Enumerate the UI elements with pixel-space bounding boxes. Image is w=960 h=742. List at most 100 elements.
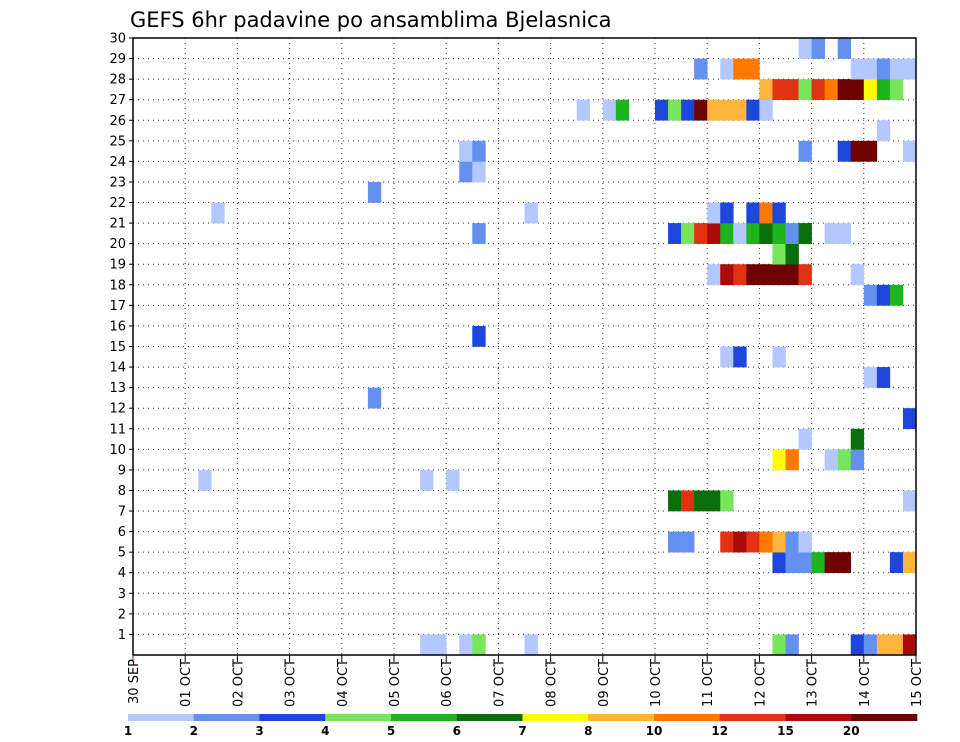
heatmap-cell [889,634,904,656]
heatmap-cell [889,284,904,306]
heatmap-cell [785,634,799,656]
heatmap-cell [785,223,799,244]
heatmap-cell [785,531,799,553]
heatmap-cell [811,38,825,59]
x-tick-label: 02 OCT [231,659,246,707]
colorbar-label: 15 [777,724,794,738]
heatmap-cell [772,634,786,656]
heatmap-cell [850,140,865,162]
y-tick-label: 27 [109,93,126,108]
colorbar-swatch [851,714,918,721]
heatmap-cell [902,634,917,656]
x-tick-label: 12 OCT [753,659,768,707]
heatmap-cell [876,58,891,80]
heatmap-cell [902,552,917,574]
heatmap-cell [772,79,786,100]
heatmap-cell [863,79,878,100]
heatmap-cell [472,325,486,347]
heatmap-cell [720,531,734,553]
heatmap-cell [459,161,473,183]
heatmap-cell [746,223,760,244]
y-tick-label: 13 [109,381,126,396]
colorbar-swatch [522,714,589,721]
colorbar-swatch [719,714,786,721]
heatmap-cell [367,181,382,203]
heatmap-cell [889,58,904,80]
x-tick-label: 01 OCT [179,659,194,707]
heatmap-cell [459,634,473,656]
x-tick-label: 13 OCT [806,659,821,707]
heatmap-cell [824,449,838,471]
heatmap-cell [668,531,682,553]
heatmap-cell [472,223,486,244]
heatmap-cell [472,161,486,183]
heatmap-cell [367,387,382,409]
x-tick-label: 06 OCT [440,659,455,707]
heatmap-cell [707,99,721,121]
heatmap-cell [837,38,852,59]
x-tick-label: 09 OCT [597,659,612,707]
heatmap-cell [837,140,852,162]
heatmap-cell [876,634,891,656]
heatmap-cell [850,449,865,471]
colorbar-label: 12 [711,724,728,738]
heatmap-cell [850,634,865,656]
heatmap-cell [798,140,812,162]
colorbar-label: 3 [255,724,263,738]
heatmap-cell [746,202,760,224]
heatmap-cell [876,367,891,388]
colorbar-label: 20 [843,724,860,738]
x-tick-label: 30 SEP [127,659,142,704]
grid [133,38,916,655]
heatmap-cell [602,99,617,121]
heatmap-cell [863,58,878,80]
colorbar-swatch [325,714,392,721]
heatmap-cell [668,99,682,121]
heatmap-cell [733,58,747,80]
heatmap-cell [850,58,865,80]
y-tick-label: 9 [118,463,126,478]
heatmap-cell [889,552,904,574]
y-tick-label: 29 [109,52,126,67]
heatmap-cell [759,531,773,553]
heatmap-cell [824,552,838,574]
heatmap-cell [733,99,747,121]
heatmap-cell [576,99,591,121]
heatmap-cell [733,223,747,244]
y-tick-label: 10 [109,443,126,458]
heatmap-cell [785,264,799,286]
colorbar-swatch [785,714,852,721]
heatmap-cell [746,264,760,286]
heatmap-cell [824,79,838,100]
y-tick-label: 1 [118,628,126,643]
heatmap-cell [472,140,486,162]
heatmap-cell [863,634,878,656]
heatmap-cell [681,490,695,512]
y-tick-label: 6 [118,525,126,540]
y-tick-label: 30 [109,32,126,47]
heatmap-cell [759,223,773,244]
heatmap-cell [837,552,852,574]
colorbar: 1 2 3 4 5 6 7 8 10 12 15 20 [124,714,918,738]
heatmap-cell [811,79,825,100]
x-tick-label: 03 OCT [284,659,299,707]
heatmap-cell [759,99,773,121]
y-tick-label: 22 [109,196,126,211]
heatmap-cell [902,490,917,512]
y-tick-label: 20 [109,237,126,252]
heatmap-cell [681,99,695,121]
y-tick-label: 14 [109,361,126,376]
y-tick-label: 17 [109,299,126,314]
heatmap-cell [472,634,486,656]
heatmap-cell [798,79,812,100]
heatmap-cell [733,346,747,368]
colorbar-label: 10 [646,724,663,738]
heatmap-cell [707,264,721,286]
x-tick-label: 07 OCT [492,659,507,707]
y-tick-label: 19 [109,258,126,273]
heatmap-cell [759,79,773,100]
heatmap-cell [772,346,786,368]
heatmap-cell [798,223,812,244]
colorbar-swatch [193,714,260,721]
y-axis-ticks: 1234567891011121314151617181920212223242… [109,32,133,643]
